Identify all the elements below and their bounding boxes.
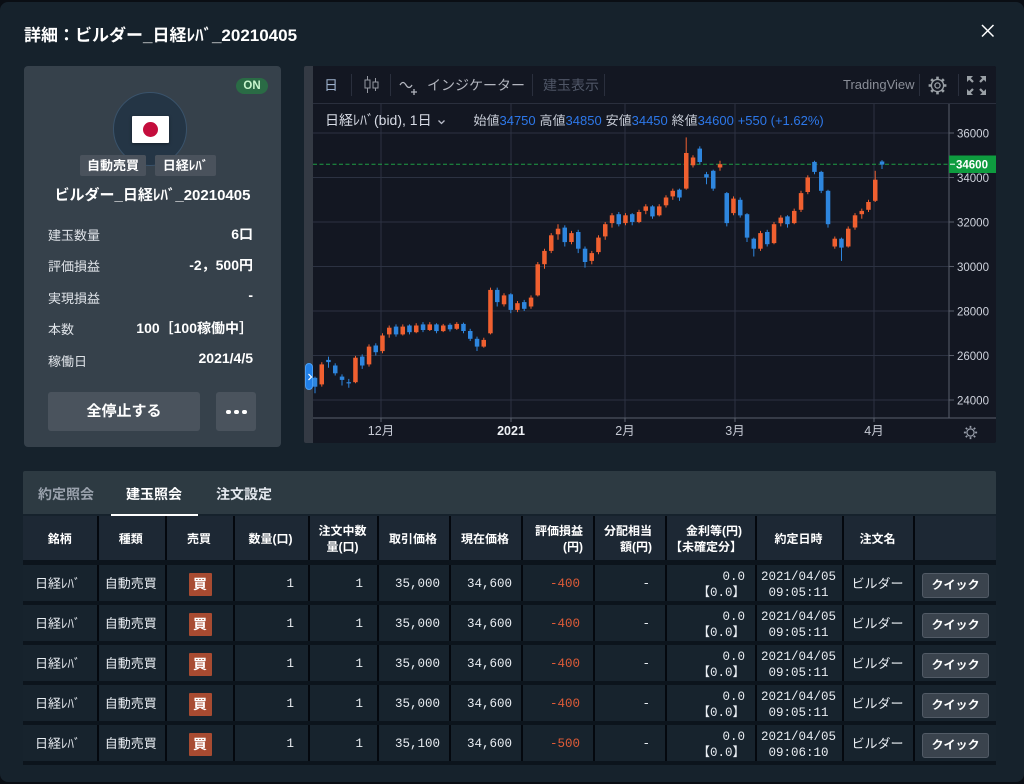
svg-text:30000: 30000 xyxy=(957,262,989,274)
svg-text:26000: 26000 xyxy=(957,351,989,363)
svg-text:12月: 12月 xyxy=(368,424,394,438)
svg-text:24000: 24000 xyxy=(957,396,989,408)
svg-text:3月: 3月 xyxy=(725,424,744,438)
svg-text:2021: 2021 xyxy=(497,424,525,438)
svg-text:36000: 36000 xyxy=(957,129,989,141)
svg-text:32000: 32000 xyxy=(957,218,989,230)
svg-text:28000: 28000 xyxy=(957,307,989,319)
svg-text:34000: 34000 xyxy=(957,173,989,185)
svg-text:34600: 34600 xyxy=(956,160,988,172)
svg-text:2月: 2月 xyxy=(615,424,634,438)
svg-text:4月: 4月 xyxy=(864,424,883,438)
